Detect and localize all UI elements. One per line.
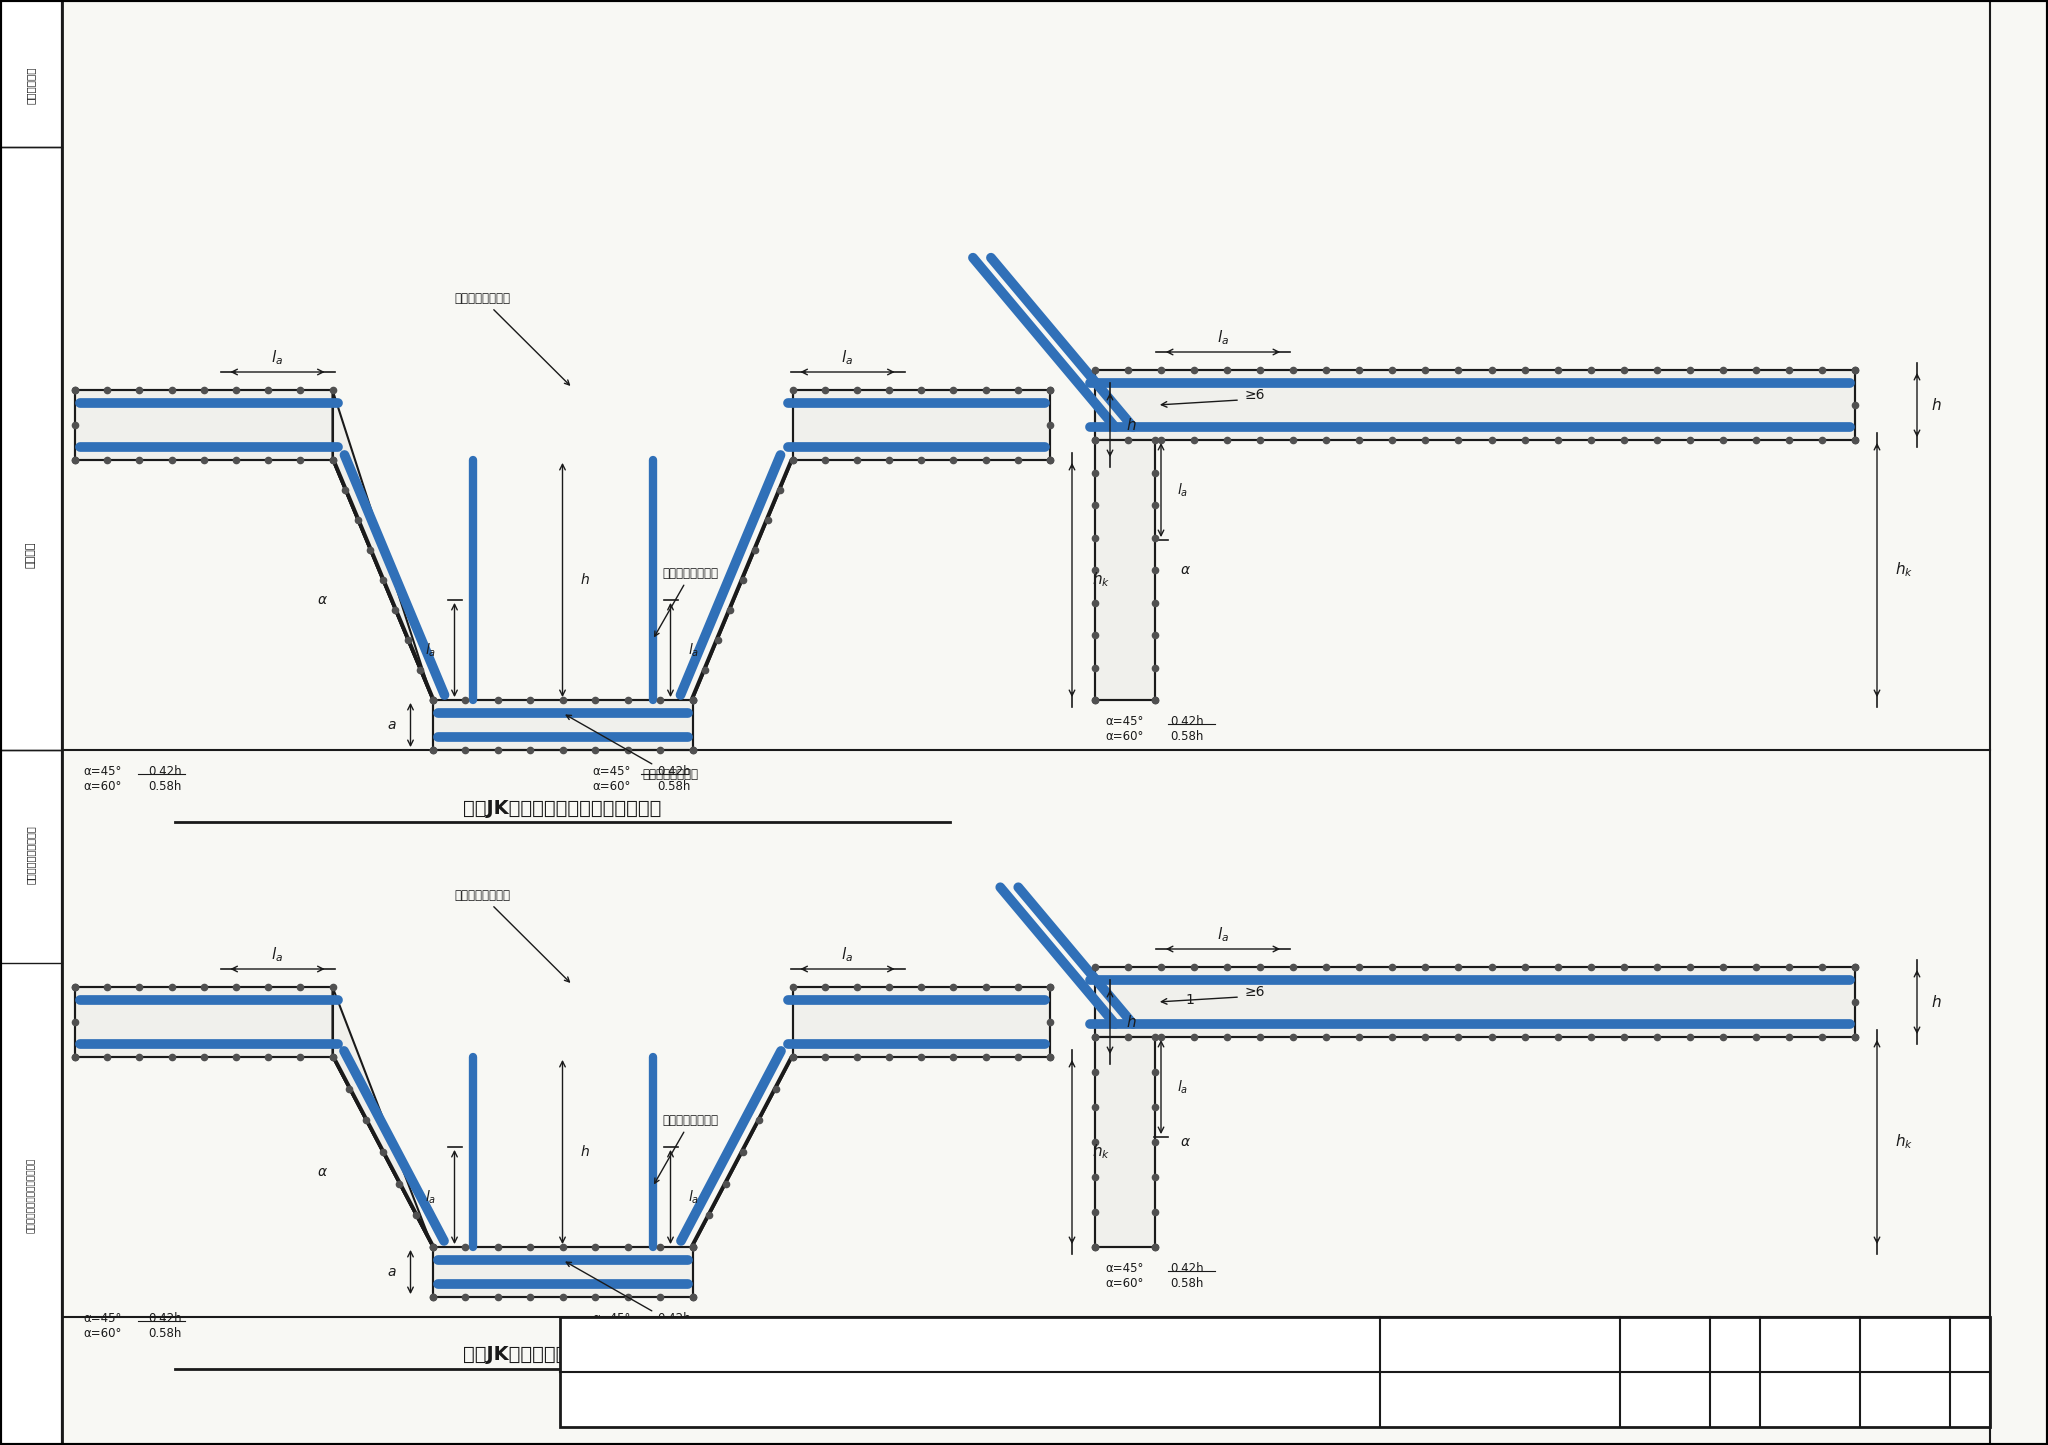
Text: α=45°: α=45° bbox=[1106, 715, 1143, 728]
Text: 0.58h: 0.58h bbox=[657, 1327, 690, 1340]
Text: 基坑JK的钢筋排布构造: 基坑JK的钢筋排布构造 bbox=[1014, 1355, 1167, 1380]
Text: $h$: $h$ bbox=[580, 572, 590, 588]
Text: 同板顶部同向配筋: 同板顶部同向配筋 bbox=[655, 1114, 719, 1183]
Text: $l_a$: $l_a$ bbox=[1217, 926, 1229, 945]
Text: $l_a$: $l_a$ bbox=[842, 348, 854, 367]
Text: 基坑JK深度大于基础板厚的钢筋排布: 基坑JK深度大于基础板厚的钢筋排布 bbox=[463, 799, 662, 818]
Text: ≥6: ≥6 bbox=[1245, 985, 1266, 998]
Bar bbox=[432, 1247, 692, 1298]
Bar bbox=[76, 987, 332, 1056]
Polygon shape bbox=[332, 1056, 434, 1247]
Polygon shape bbox=[332, 987, 432, 1247]
Text: 0.42h: 0.42h bbox=[1169, 715, 1204, 728]
Text: 0.42h: 0.42h bbox=[147, 1312, 182, 1325]
Text: α: α bbox=[317, 1165, 328, 1179]
Text: $l_a$: $l_a$ bbox=[1178, 1078, 1188, 1095]
Bar bbox=[0, 0, 61, 1445]
Bar bbox=[432, 699, 692, 750]
Text: $a$: $a$ bbox=[387, 1264, 397, 1279]
Text: 09G901-3: 09G901-3 bbox=[1788, 1338, 1872, 1353]
Text: 2-49: 2-49 bbox=[1956, 1393, 1982, 1406]
Text: α=60°: α=60° bbox=[1106, 1277, 1143, 1290]
Bar bbox=[1096, 967, 1855, 1038]
Text: $l_a$: $l_a$ bbox=[688, 1188, 700, 1205]
Text: $h_k$: $h_k$ bbox=[1092, 1143, 1110, 1162]
Text: 1: 1 bbox=[1186, 993, 1194, 1007]
Bar bbox=[76, 390, 332, 460]
Text: α=60°: α=60° bbox=[84, 1327, 121, 1340]
Text: $l_a$: $l_a$ bbox=[842, 945, 854, 964]
Text: 图集号: 图集号 bbox=[1653, 1338, 1675, 1351]
Text: $h_k$: $h_k$ bbox=[1894, 561, 1913, 579]
Text: 同板顶部同向配筋: 同板顶部同向配筋 bbox=[455, 889, 569, 983]
Text: 0.58h: 0.58h bbox=[1169, 730, 1204, 743]
Bar bbox=[793, 987, 1051, 1056]
Text: $l_a$: $l_a$ bbox=[426, 642, 436, 659]
Text: 页: 页 bbox=[1901, 1393, 1909, 1406]
Text: α: α bbox=[1180, 564, 1190, 577]
Text: 筏形基础: 筏形基础 bbox=[27, 542, 37, 568]
Text: α=60°: α=60° bbox=[84, 780, 121, 793]
Text: 同板底部同向配筋: 同板底部同向配筋 bbox=[565, 1261, 698, 1328]
Bar bbox=[1096, 370, 1855, 439]
Bar bbox=[0, 147, 61, 750]
Text: 0.58h: 0.58h bbox=[147, 780, 182, 793]
Text: α=60°: α=60° bbox=[592, 780, 631, 793]
Text: 设计: 设计 bbox=[1729, 1393, 1743, 1406]
Polygon shape bbox=[690, 460, 793, 699]
Text: 王坏元: 王坏元 bbox=[1800, 1393, 1821, 1406]
Bar bbox=[559, 1316, 1991, 1428]
Text: ≥6: ≥6 bbox=[1245, 389, 1266, 402]
Text: α: α bbox=[317, 592, 328, 607]
Bar bbox=[1096, 439, 1155, 699]
Text: α=60°: α=60° bbox=[592, 1327, 631, 1340]
Text: 一般构造要求: 一般构造要求 bbox=[27, 66, 37, 104]
Text: 0.42h: 0.42h bbox=[657, 1312, 690, 1325]
Text: $l_a$: $l_a$ bbox=[426, 1188, 436, 1205]
Text: 校对  张工文: 校对 张工文 bbox=[1645, 1393, 1686, 1406]
Text: α=45°: α=45° bbox=[84, 764, 121, 777]
Text: α=60°: α=60° bbox=[1106, 730, 1143, 743]
Text: 0.58h: 0.58h bbox=[1169, 1277, 1204, 1290]
Text: 基坑JK深度小于基础板厚的钢筋排布: 基坑JK深度小于基础板厚的钢筋排布 bbox=[463, 1345, 662, 1364]
Text: $l_a$: $l_a$ bbox=[1178, 481, 1188, 499]
Text: $l_a$: $l_a$ bbox=[688, 642, 700, 659]
Text: α=45°: α=45° bbox=[592, 764, 631, 777]
Text: $h$: $h$ bbox=[1931, 994, 1942, 1010]
Text: 0.58h: 0.58h bbox=[657, 780, 690, 793]
Text: $l_a$: $l_a$ bbox=[272, 348, 283, 367]
Text: 0.42h: 0.42h bbox=[147, 764, 182, 777]
Text: 0.58h: 0.58h bbox=[147, 1327, 182, 1340]
Text: α=45°: α=45° bbox=[592, 1312, 631, 1325]
Text: $h$: $h$ bbox=[580, 1144, 590, 1159]
Text: $l_a$: $l_a$ bbox=[272, 945, 283, 964]
Bar bbox=[4, 504, 57, 605]
Text: α=45°: α=45° bbox=[1106, 1261, 1143, 1274]
Text: $h$: $h$ bbox=[1126, 1014, 1137, 1030]
Polygon shape bbox=[332, 390, 432, 699]
Text: $h$: $h$ bbox=[1126, 418, 1137, 434]
Bar bbox=[1096, 1038, 1155, 1247]
Text: 箱形基础和地下室结构: 箱形基础和地下室结构 bbox=[27, 825, 37, 884]
Text: α: α bbox=[1180, 1134, 1190, 1149]
Polygon shape bbox=[332, 460, 434, 699]
Text: 同板顶部同向配筋: 同板顶部同向配筋 bbox=[655, 566, 719, 636]
Text: α=45°: α=45° bbox=[84, 1312, 121, 1325]
Text: 0.42h: 0.42h bbox=[657, 764, 690, 777]
Text: $a$: $a$ bbox=[387, 718, 397, 733]
Text: $h_k$: $h_k$ bbox=[1894, 1133, 1913, 1152]
Text: 独立基础、条形基础、桩基承台: 独立基础、条形基础、桩基承台 bbox=[27, 1157, 35, 1233]
Text: 审核  黄志刚: 审核 黄志刚 bbox=[948, 1393, 991, 1406]
Polygon shape bbox=[690, 1056, 793, 1247]
Text: $l_a$: $l_a$ bbox=[1217, 328, 1229, 347]
Text: $h_k$: $h_k$ bbox=[1092, 571, 1110, 590]
Text: 同板顶部同向配筋: 同板顶部同向配筋 bbox=[455, 292, 569, 384]
Text: 0.42h: 0.42h bbox=[1169, 1261, 1204, 1274]
Text: 同板底部同向配筋: 同板底部同向配筋 bbox=[565, 715, 698, 780]
Text: $h$: $h$ bbox=[1931, 397, 1942, 413]
Bar bbox=[793, 390, 1051, 460]
